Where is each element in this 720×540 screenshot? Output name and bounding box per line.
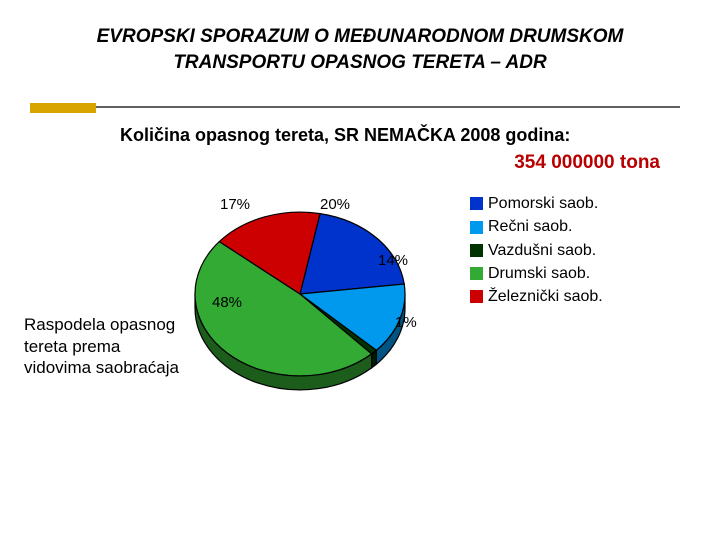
legend-label: Pomorski saob. (488, 192, 598, 215)
legend-label: Železnički saob. (488, 285, 603, 308)
accent-bar (30, 103, 680, 113)
legend-item: Pomorski saob. (470, 192, 603, 215)
pct-label-vazdusni: 1% (395, 314, 417, 331)
pct-label-drumski: 48% (212, 294, 242, 311)
legend-label: Vazdušni saob. (488, 239, 596, 262)
legend-item: Vazdušni saob. (470, 239, 603, 262)
legend-item: Železnički saob. (470, 285, 603, 308)
accent-bar-block (30, 103, 96, 113)
accent-bar-line (30, 106, 680, 108)
legend-item: Rečni saob. (470, 215, 603, 238)
subtitle: Količina opasnog tereta, SR NEMAČKA 2008… (120, 125, 680, 146)
legend: Pomorski saob.Rečni saob.Vazdušni saob.D… (470, 192, 603, 308)
chart-caption: Raspodela opasnog tereta prema vidovima … (24, 314, 184, 378)
total-line: 354 000000 tona (0, 152, 660, 174)
pct-label-zeleznicki: 17% (220, 196, 250, 213)
legend-label: Rečni saob. (488, 215, 573, 238)
legend-swatch (470, 197, 483, 210)
legend-swatch (470, 290, 483, 303)
chart-area: Pomorski saob.Rečni saob.Vazdušni saob.D… (0, 174, 720, 474)
pct-label-recni: 14% (378, 252, 408, 269)
legend-swatch (470, 244, 483, 257)
title-block: EVROPSKI SPORAZUM O MEĐUNARODNOM DRUMSKO… (0, 0, 720, 85)
legend-swatch (470, 267, 483, 280)
legend-item: Drumski saob. (470, 262, 603, 285)
pie-chart (170, 184, 430, 404)
pct-label-pomorski: 20% (320, 196, 350, 213)
legend-swatch (470, 221, 483, 234)
legend-label: Drumski saob. (488, 262, 590, 285)
main-title: EVROPSKI SPORAZUM O MEĐUNARODNOM DRUMSKO… (60, 24, 660, 75)
